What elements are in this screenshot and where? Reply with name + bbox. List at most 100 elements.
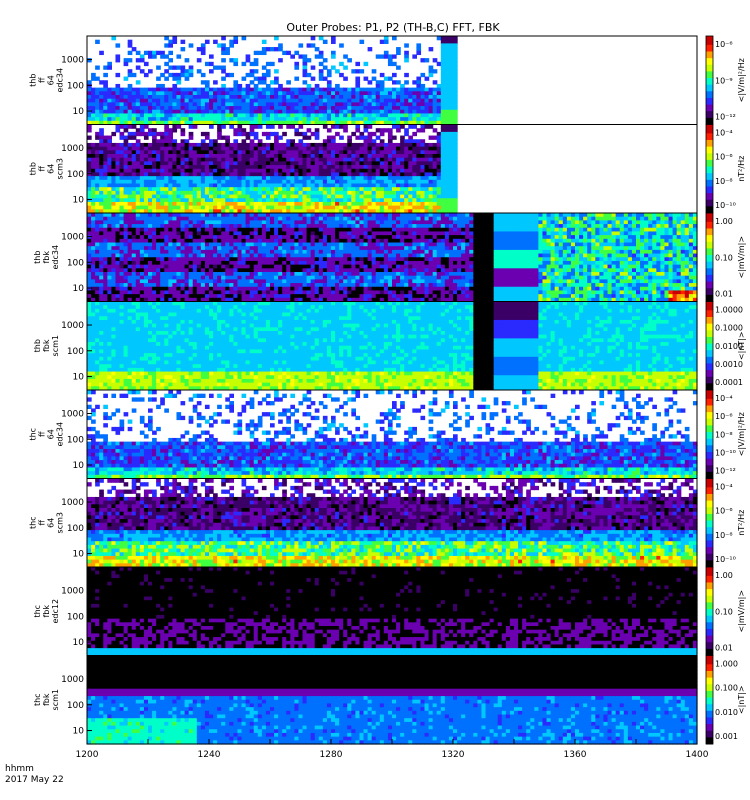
y-tick-label: 10	[73, 373, 85, 383]
colorbar-label: <|V/m|²/Hz	[737, 412, 746, 456]
panel-label-line: thc	[33, 605, 42, 618]
spectrogram-cells	[87, 567, 698, 656]
panel-4: 100010010thbfbkscm11.00000.10000.01000.0…	[33, 302, 746, 391]
x-tick-label: 1360	[564, 750, 587, 760]
y-tick-label: 100	[67, 347, 84, 357]
colorbar-tick-label: 10⁻⁶	[715, 153, 733, 162]
colorbar-tick-label: 10⁻⁴	[715, 129, 733, 138]
panel-label-line: 64	[47, 75, 56, 85]
panel-1: 100010010thbff64edc3410⁻⁶10⁻⁹10⁻¹²<|V/m|…	[29, 36, 747, 125]
spectrogram-cells	[87, 656, 698, 745]
panel-label-line: ff	[38, 520, 47, 526]
y-tick-label: 100	[67, 524, 84, 534]
panel-label-line: 64	[47, 164, 56, 174]
y-tick-label: 10	[73, 461, 85, 471]
y-tick-label: 10	[73, 727, 85, 737]
panel-label-line: thb	[29, 74, 38, 87]
x-tick-label: 1240	[198, 750, 221, 760]
colorbar-tick-label: 10⁻¹⁰	[715, 555, 736, 564]
y-tick-label: 100	[67, 701, 84, 711]
y-tick-label: 100	[67, 258, 84, 268]
colorbar-tick-label: 10⁻⁴	[715, 394, 733, 403]
panel-label-line: scm1	[51, 689, 60, 710]
colorbar-tick-label: 10⁻⁶	[715, 40, 733, 49]
colorbar-tick-label: 0.10	[715, 607, 733, 616]
y-tick-label: 100	[67, 612, 84, 622]
y-tick-label: 10	[73, 196, 85, 206]
colorbar-label: nT²/Hz	[737, 510, 746, 536]
panel-8: 1000 100 10 thcfbkscm1 1.000 0.100 0.010 0.001 <…	[33, 656, 746, 745]
panel-label-line: scm1	[51, 335, 60, 356]
x-tick-label: 1200	[76, 750, 99, 760]
y-tick-label: 100	[67, 435, 84, 445]
colorbar-tick-label: 10⁻⁴	[715, 483, 733, 492]
colorbar-tick-label: 0.100	[715, 684, 738, 693]
panel-6: 100010010thcff64scm310⁻⁴10⁻⁶10⁻⁸10⁻¹⁰nT²…	[29, 479, 747, 568]
colorbar-tick-label: 10⁻⁶	[715, 412, 733, 421]
panel-label-line: 64	[47, 429, 56, 439]
time-axis-label: hhmm	[5, 764, 34, 774]
colorbar-tick-label: 0.010	[715, 708, 738, 717]
date-label: 2017 May 22	[5, 775, 64, 785]
colorbar-tick-label: 10⁻¹²	[715, 113, 736, 122]
colorbar-tick-label: 0.0010	[715, 360, 743, 369]
y-tick-label: 10	[73, 550, 85, 560]
panel-label-line: fbk	[42, 605, 51, 618]
colorbar-label: <|nT|>	[737, 331, 746, 360]
panel-label: thbfbkedc34	[33, 245, 60, 270]
colorbar-tick-label: 10⁻⁸	[715, 430, 733, 439]
panel-label: thbff64edc34	[29, 68, 65, 93]
colorbar-tick-label: 10⁻⁶	[715, 507, 733, 516]
colorbar: 10⁻⁶ 10⁻⁹ 10⁻¹² <|V/m|²/Hz	[706, 36, 746, 125]
colorbar-label: <|mV/m|>	[737, 590, 746, 633]
x-tick-label: 1400	[686, 750, 709, 760]
x-tick-label: 1320	[442, 750, 465, 760]
colorbar-tick-label: 0.10	[715, 253, 733, 262]
panel-label-line: thc	[29, 428, 38, 441]
panel-label-line: ff	[38, 431, 47, 437]
colorbar-tick-label: 1.00	[715, 571, 733, 580]
y-tick-label: 10	[73, 107, 85, 117]
colorbar-label: <|nT|>	[737, 685, 746, 714]
colorbar-tick-label: 0.01	[715, 644, 733, 653]
colorbar-tick-label: 10⁻⁹	[715, 76, 733, 85]
colorbar-tick-label: 10⁻¹⁰	[715, 448, 736, 457]
colorbar-tick-label: 1.000	[715, 660, 738, 669]
colorbar: 1.000.100.01<|mV/m|>	[706, 213, 746, 302]
panel-label-line: scm3	[56, 158, 65, 179]
y-tick-label: 1000	[61, 675, 84, 685]
x-tick-label: 1280	[320, 750, 343, 760]
colorbar-label: nT²/Hz	[737, 156, 746, 182]
colorbar-label: <|V/m|²/Hz	[737, 58, 746, 102]
figure-title: Outer Probes: P1, P2 (TH-B,C) FFT, FBK	[286, 21, 500, 34]
colorbar-label: <|mV/m|>	[737, 236, 746, 279]
panel-label: thbfbkscm1	[33, 335, 60, 356]
panel-label-line: edc34	[51, 245, 60, 270]
colorbar-tick-label: 10⁻⁸	[715, 177, 733, 186]
y-tick-label: 100	[67, 81, 84, 91]
colorbar: 1.00 0.10 0.01 <|mV/m|>	[706, 567, 746, 656]
colorbar-tick-label: 1.00	[715, 217, 733, 226]
spectrogram-cells	[87, 213, 698, 302]
panel-label-line: fbk	[42, 339, 51, 352]
panel-label-line: ff	[38, 166, 47, 172]
panel-label-line: edc34	[56, 422, 65, 447]
panel-label-line: fbk	[42, 693, 51, 706]
colorbar-tick-label: 10⁻¹²	[715, 467, 736, 476]
panel-label-line: thb	[29, 162, 38, 175]
panel-label-line: edc34	[56, 68, 65, 93]
y-tick-label: 1000	[61, 144, 84, 154]
colorbar-tick-label: 0.001	[715, 732, 738, 741]
panel-label: thcff64edc34	[29, 422, 65, 447]
y-tick-label: 10	[73, 284, 85, 294]
panels: 100010010thbff64edc3410⁻⁶10⁻⁹10⁻¹²<|V/m|…	[29, 36, 747, 745]
colorbar-tick-label: 0.1000	[715, 324, 743, 333]
panel-label: thcfbkscm1	[33, 689, 60, 710]
colorbar-tick-label: 10⁻⁸	[715, 531, 733, 540]
panel-5: 100010010thcff64edc3410⁻⁴10⁻⁶10⁻⁸10⁻¹⁰10…	[29, 390, 747, 479]
spectrogram-cells	[87, 302, 698, 391]
panel-label-line: thc	[33, 693, 42, 706]
